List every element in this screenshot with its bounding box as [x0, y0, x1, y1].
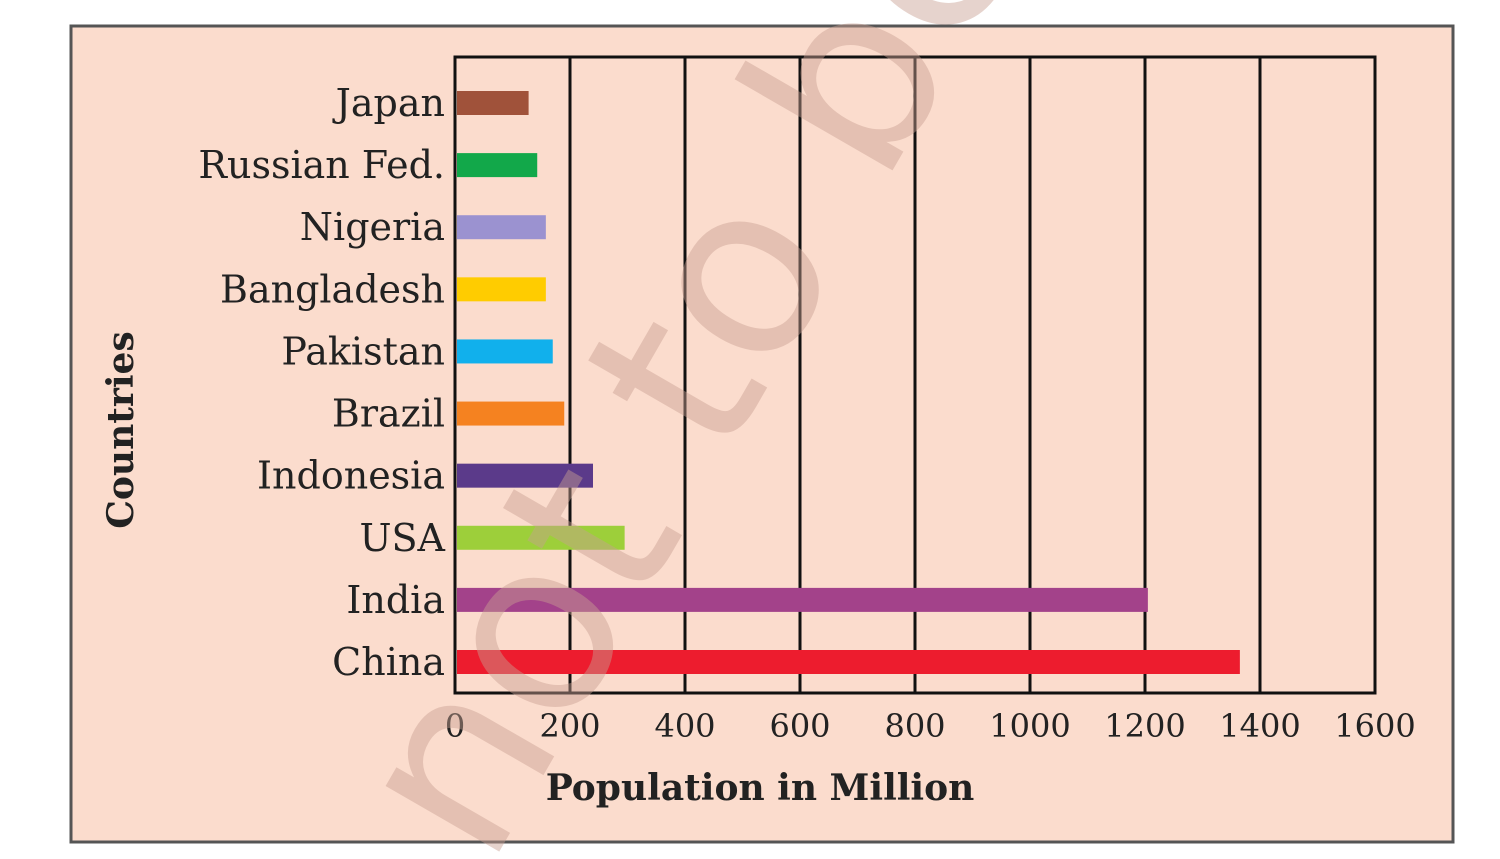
category-label-usa: USA	[360, 516, 446, 560]
x-tick-1600: 1600	[1334, 707, 1415, 745]
x-tick-800: 800	[884, 707, 945, 745]
x-tick-labels: 0 200 400 600 800 1000 1200 1400 1600	[445, 707, 1416, 745]
bar-japan	[457, 91, 529, 115]
bar-china	[457, 650, 1240, 674]
category-label-indonesia: Indonesia	[257, 454, 445, 498]
category-label-brazil: Brazil	[332, 392, 445, 436]
category-labels: Japan Russian Fed. Nigeria Bangladesh Pakist…	[198, 81, 445, 684]
bar-russian-fed	[457, 153, 538, 178]
bar-nigeria	[457, 215, 546, 240]
bars	[457, 91, 1240, 674]
plot-area-border	[453, 55, 1377, 695]
category-label-pakistan: Pakistan	[281, 329, 445, 373]
category-label-china: China	[332, 640, 445, 684]
x-tick-1200: 1200	[1104, 707, 1185, 745]
gridlines	[568, 57, 1262, 693]
x-tick-600: 600	[769, 707, 830, 745]
chart-frame	[69, 24, 1455, 844]
x-tick-1000: 1000	[989, 707, 1070, 745]
x-tick-0: 0	[445, 707, 465, 745]
bar-pakistan	[457, 339, 553, 364]
bar-india	[457, 587, 1148, 612]
category-label-nigeria: Nigeria	[300, 205, 445, 249]
y-axis-title: Countries	[100, 331, 142, 528]
x-axis-title: Population in Million	[546, 767, 975, 809]
category-label-russian-fed: Russian Fed.	[198, 143, 445, 187]
category-label-india: India	[346, 578, 445, 622]
x-tick-200: 200	[539, 707, 600, 745]
bar-bangladesh	[457, 277, 546, 302]
category-label-japan: Japan	[332, 81, 445, 125]
bar-indonesia	[457, 463, 593, 488]
bar-brazil	[457, 401, 565, 426]
x-tick-1400: 1400	[1219, 707, 1300, 745]
bar-usa	[457, 525, 625, 550]
category-label-bangladesh: Bangladesh	[220, 267, 445, 311]
x-tick-400: 400	[654, 707, 715, 745]
